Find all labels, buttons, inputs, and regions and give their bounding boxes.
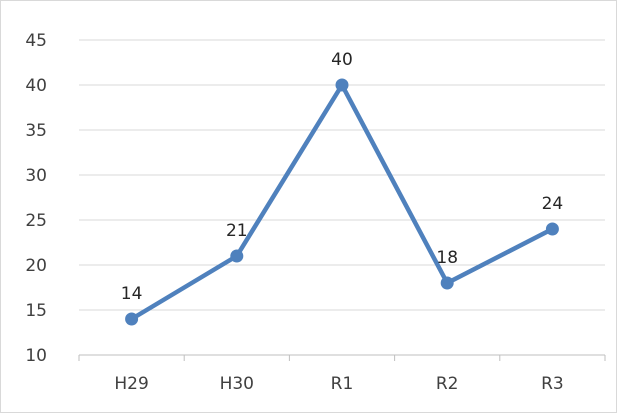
data-label-r1: 40: [331, 50, 353, 70]
y-tick-label-35: 35: [25, 121, 47, 141]
data-label-h30: 21: [226, 221, 248, 241]
y-tick-label-20: 20: [25, 256, 47, 276]
x-tick-label-r1: R1: [331, 374, 354, 394]
data-labels: 14 21 40 18 24: [121, 50, 563, 304]
y-tick-label-25: 25: [25, 211, 47, 231]
x-tick-label-r2: R2: [436, 374, 459, 394]
y-axis-tick-labels: 10 15 20 25 30 35 40 45: [25, 31, 47, 366]
x-tick-label-h29: H29: [114, 374, 148, 394]
data-point-h29: [125, 312, 139, 326]
y-tick-label-10: 10: [25, 346, 47, 366]
y-tick-label-40: 40: [25, 76, 47, 96]
y-tick-label-30: 30: [25, 166, 47, 186]
x-axis: H29 H30 R1 R2 R3: [78, 354, 606, 394]
series-line: [129, 82, 555, 322]
y-tick-label-15: 15: [25, 301, 47, 321]
x-tick-label-r3: R3: [541, 374, 564, 394]
data-point-h30: [230, 249, 244, 263]
data-label-r2: 18: [436, 248, 458, 268]
data-point-r3: [545, 222, 559, 236]
data-label-r3: 24: [542, 194, 564, 214]
data-point-r2: [440, 276, 454, 290]
series-line-layer: [129, 82, 555, 322]
y-tick-label-45: 45: [25, 31, 47, 51]
x-tick-label-h30: H30: [220, 374, 254, 394]
series-markers: [125, 78, 559, 326]
data-label-h29: 14: [121, 284, 143, 304]
data-point-r1: [335, 78, 349, 92]
